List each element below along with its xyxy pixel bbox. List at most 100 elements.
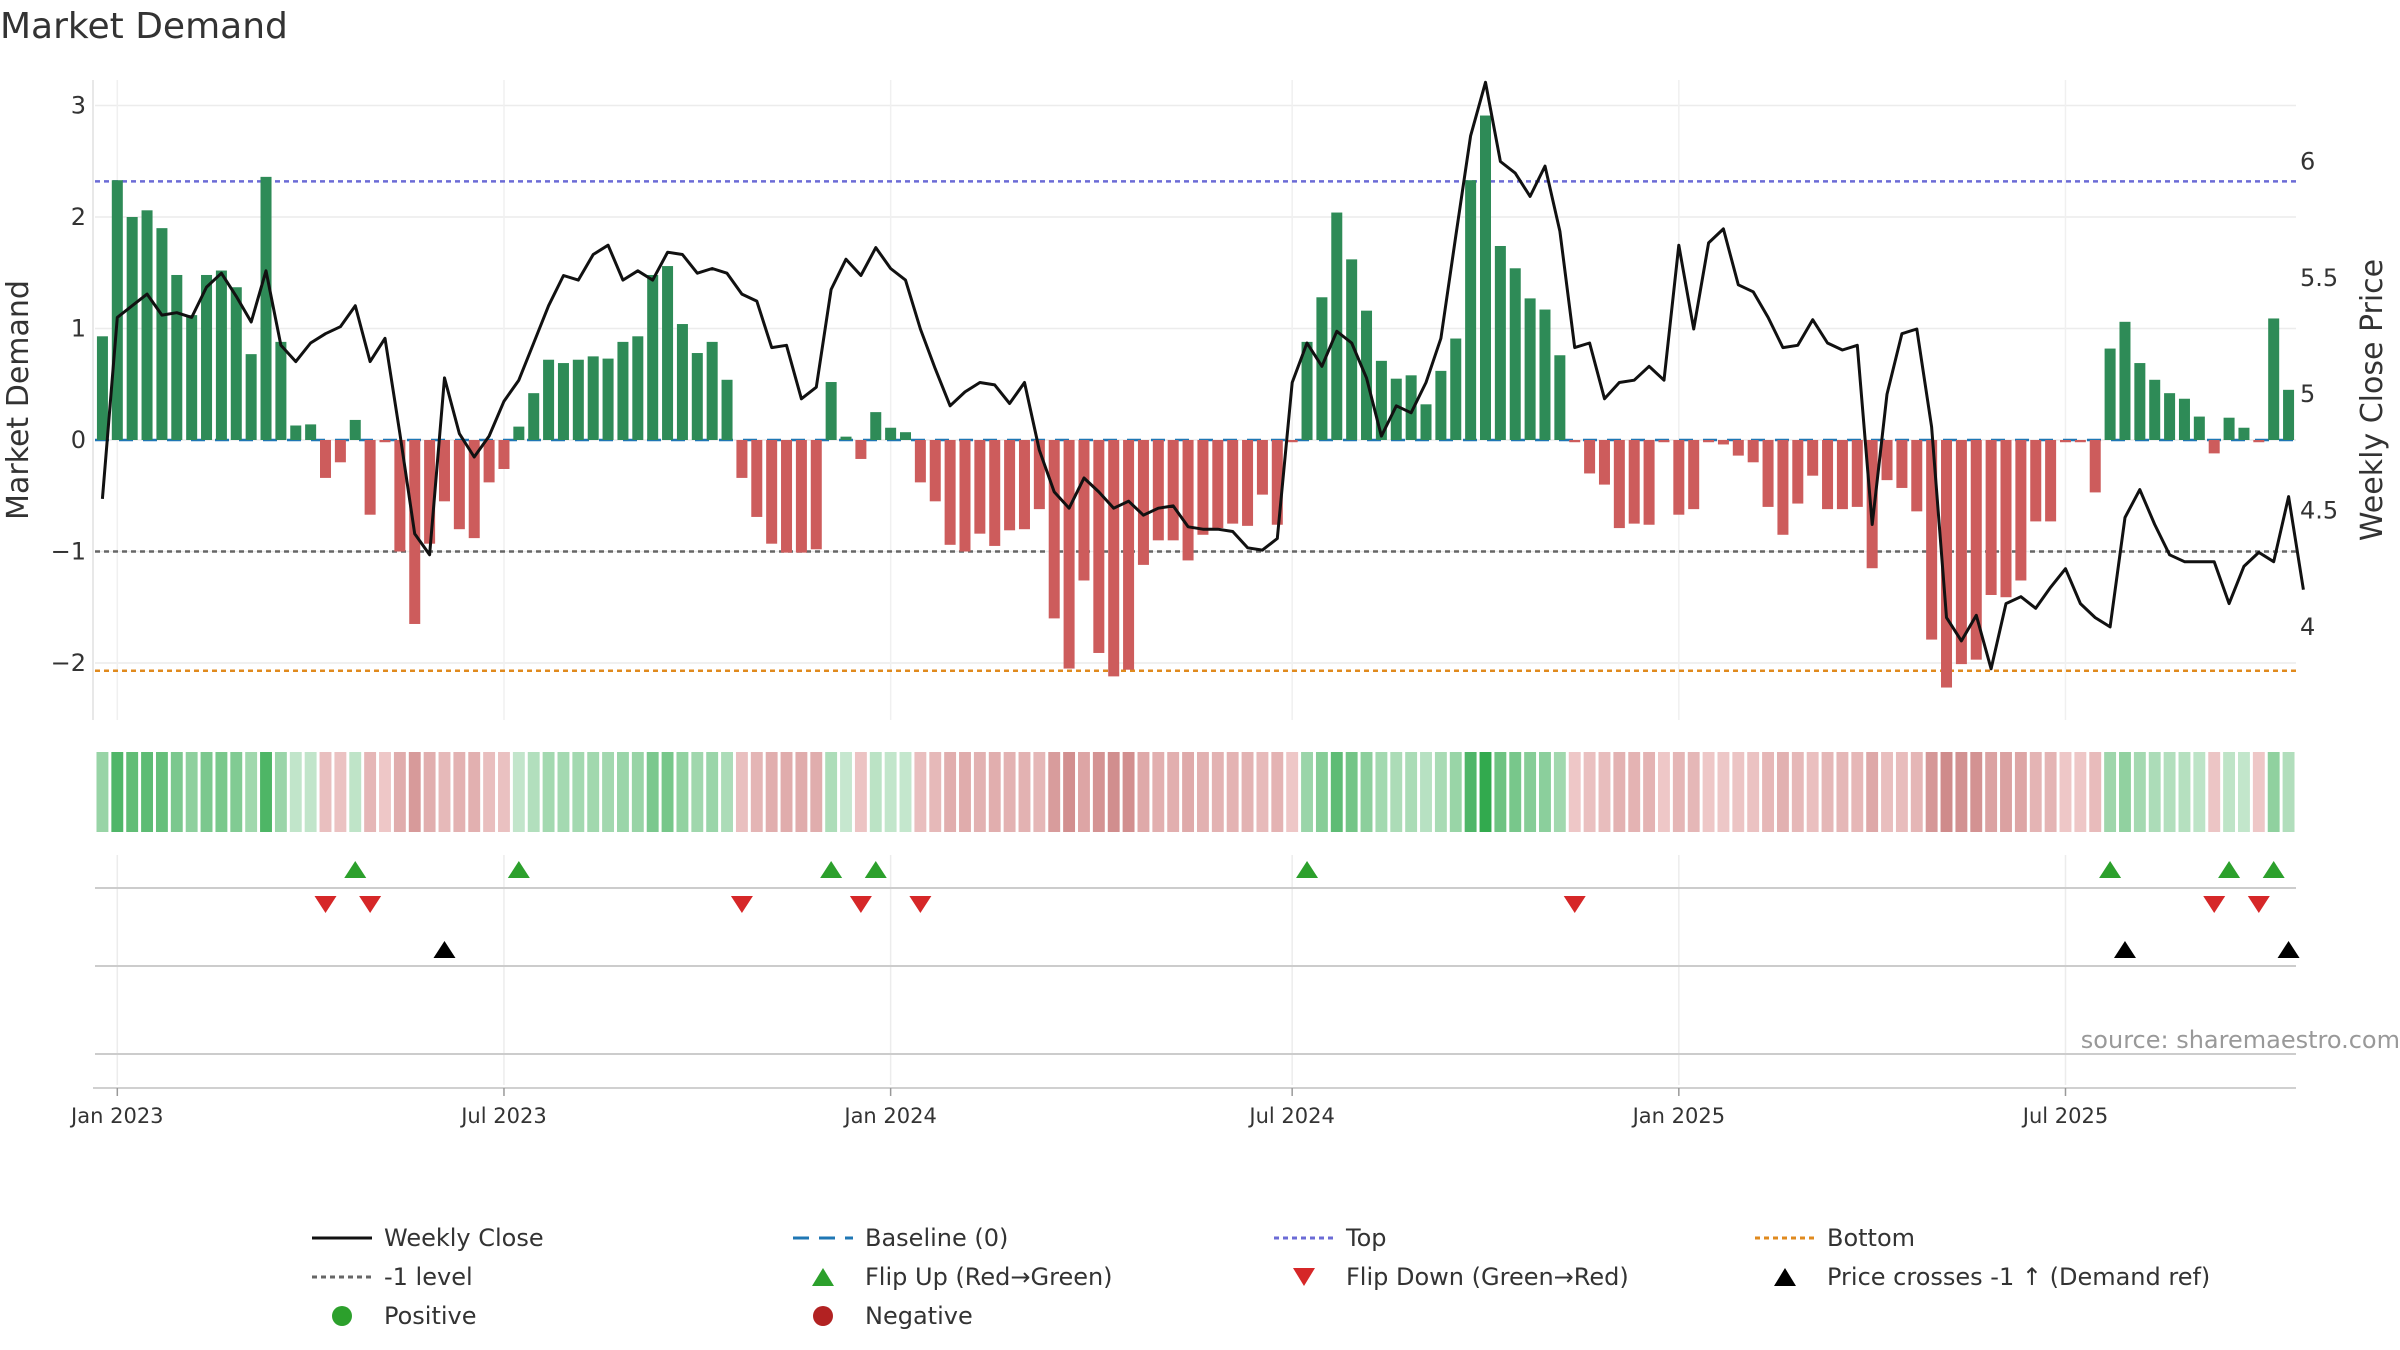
demand-strip-cell (1955, 752, 1968, 832)
demand-bar (929, 440, 941, 502)
demand-bar (662, 266, 674, 440)
demand-bar (334, 440, 346, 463)
demand-strip-cell (1226, 752, 1239, 832)
demand-bar (2119, 321, 2131, 440)
demand-bar (810, 440, 822, 550)
demand-bar (275, 341, 287, 440)
demand-bar (1911, 440, 1923, 512)
demand-bar (1375, 360, 1387, 440)
demand-strip-cell (2267, 752, 2280, 832)
demand-bar (2253, 440, 2265, 443)
demand-strip-cell (527, 752, 540, 832)
demand-strip-cell (2223, 752, 2236, 832)
demand-strip-cell (2133, 752, 2146, 832)
demand-bar (1807, 440, 1819, 476)
legend-label: Baseline (0) (865, 1224, 1008, 1252)
demand-strip-cell (1836, 752, 1849, 832)
demand-strip-cell (1048, 752, 1061, 832)
right-tick-label: 5.5 (2300, 264, 2338, 292)
demand-bar (1390, 378, 1402, 440)
demand-bar (840, 436, 852, 440)
demand-strip-cell (2238, 752, 2250, 832)
demand-bar (1673, 440, 1685, 515)
demand-strip-cell (1003, 752, 1016, 832)
demand-strip-cell (1553, 752, 1566, 832)
demand-strip-cell (1167, 752, 1180, 832)
legend-item: Flip Down (Green→Red) (1293, 1263, 1629, 1291)
demand-strip-cell (126, 752, 139, 832)
demand-bar (1509, 268, 1521, 440)
demand-strip-cell (215, 752, 228, 832)
demand-strip-cell (1687, 752, 1700, 832)
demand-strip-cell (200, 752, 213, 832)
demand-strip-cell (988, 752, 1001, 832)
demand-strip-cell (498, 752, 510, 832)
demand-strip-cell (854, 752, 867, 832)
demand-strip-cell (1479, 752, 1492, 832)
demand-bar (1569, 440, 1581, 443)
demand-strip-cell (170, 752, 183, 832)
demand-strip-cell (1806, 752, 1819, 832)
legend-label: Positive (384, 1302, 477, 1330)
demand-bar (1123, 440, 1135, 670)
demand-bar (885, 427, 897, 440)
demand-bar (557, 363, 569, 440)
demand-bar (900, 432, 912, 440)
demand-strip-cell (557, 752, 570, 832)
demand-strip-cell (379, 752, 391, 832)
demand-strip-cell (1747, 752, 1760, 832)
demand-strip-cell (1925, 752, 1938, 832)
demand-strip-cell (1390, 752, 1403, 832)
demand-bar (1346, 259, 1358, 440)
demand-strip-cell (1375, 752, 1388, 832)
demand-bar (215, 270, 227, 440)
demand-strip-cell (1598, 752, 1611, 832)
legend-item: Bottom (1755, 1224, 1915, 1252)
demand-bar (1703, 440, 1715, 443)
legend-item: Top (1274, 1224, 1387, 1252)
demand-strip-cell (944, 752, 957, 832)
demand-strip-cell (1241, 752, 1254, 832)
demand-bar (1331, 212, 1343, 440)
demand-strip-cell (676, 752, 689, 832)
demand-bar (349, 419, 361, 440)
demand-strip-cell (2029, 752, 2042, 832)
demand-bar (1033, 440, 1045, 510)
demand-bar (1554, 355, 1566, 440)
demand-bar (1822, 440, 1834, 510)
demand-strip-cell (1851, 752, 1864, 832)
demand-strip-cell (1092, 752, 1105, 832)
demand-strip-cell (973, 752, 986, 832)
demand-strip-cell (1494, 752, 1507, 832)
demand-bar (1004, 440, 1016, 531)
demand-strip-cell (1420, 752, 1432, 832)
demand-strip-cell (691, 752, 704, 832)
legend-label: Negative (865, 1302, 973, 1330)
demand-strip-cell (2193, 752, 2206, 832)
demand-bar (914, 440, 926, 483)
demand-bar (647, 274, 659, 440)
demand-bar (1405, 375, 1417, 440)
demand-strip-cell (1940, 752, 1953, 832)
demand-bar (602, 358, 614, 440)
demand-bar (126, 217, 138, 440)
flip-up-marker (2099, 861, 2122, 878)
demand-bar (320, 440, 332, 478)
right-tick-label: 5 (2300, 380, 2315, 408)
demand-bar (1584, 440, 1596, 474)
demand-strip-cell (1732, 752, 1745, 832)
demand-strip-cell (1762, 752, 1775, 832)
demand-bar (1301, 341, 1313, 440)
demand-strip-cell (721, 752, 733, 832)
demand-bar (2045, 440, 2057, 522)
demand-strip-cell (1301, 752, 1313, 832)
flip-up-marker (2262, 861, 2285, 878)
demand-strip-cell (572, 752, 585, 832)
demand-bar (2015, 440, 2027, 581)
demand-strip-cell (1672, 752, 1685, 832)
demand-strip-cell (468, 752, 481, 832)
left-tick-label: 3 (71, 92, 86, 120)
demand-strip-cell (1583, 752, 1596, 832)
demand-bar (870, 412, 882, 440)
demand-bar (766, 440, 778, 544)
